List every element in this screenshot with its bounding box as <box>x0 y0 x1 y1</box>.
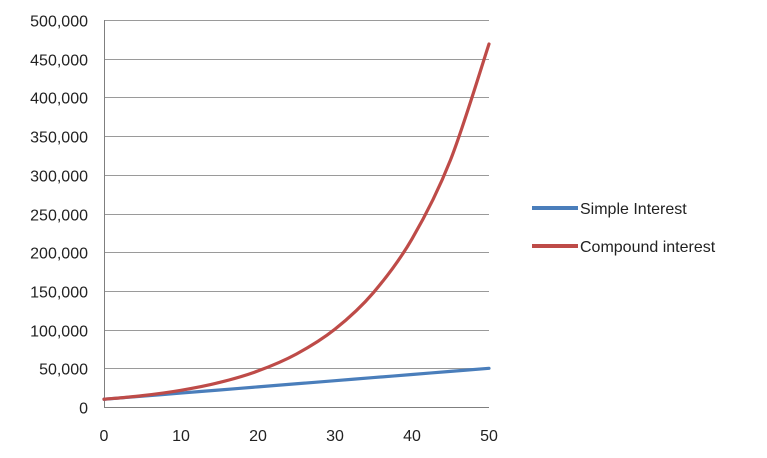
x-tick-label: 20 <box>249 428 267 445</box>
y-tick-label: 50,000 <box>39 362 88 379</box>
legend-label-compound-interest: Compound interest <box>580 239 716 256</box>
axes <box>104 20 489 408</box>
x-tick-label: 40 <box>403 428 421 445</box>
y-tick-label: 450,000 <box>30 53 88 70</box>
x-tick-label: 30 <box>326 428 344 445</box>
series-line-compound-interest <box>102 42 491 401</box>
legend-label-simple-interest: Simple Interest <box>580 201 687 218</box>
gridlines <box>104 20 489 369</box>
y-tick-label: 300,000 <box>30 169 88 186</box>
data-series <box>102 42 491 401</box>
x-tick-label: 0 <box>100 428 109 445</box>
legend: Simple Interest Compound interest <box>532 201 716 256</box>
y-tick-label: 250,000 <box>30 208 88 225</box>
y-axis-tick-labels: 0 50,000 100,000 150,000 200,000 250,000 300,0… <box>30 14 88 418</box>
x-tick-label: 50 <box>480 428 498 445</box>
y-tick-label: 350,000 <box>30 130 88 147</box>
y-tick-label: 200,000 <box>30 246 88 263</box>
y-tick-label: 100,000 <box>30 324 88 341</box>
y-tick-label: 0 <box>79 401 88 418</box>
series-line-simple-interest <box>102 366 491 401</box>
y-tick-label: 500,000 <box>30 14 88 31</box>
x-tick-label: 10 <box>172 428 190 445</box>
x-axis-tick-labels: 0 10 20 30 40 50 <box>100 428 498 445</box>
y-tick-label: 150,000 <box>30 285 88 302</box>
y-tick-label: 400,000 <box>30 91 88 108</box>
